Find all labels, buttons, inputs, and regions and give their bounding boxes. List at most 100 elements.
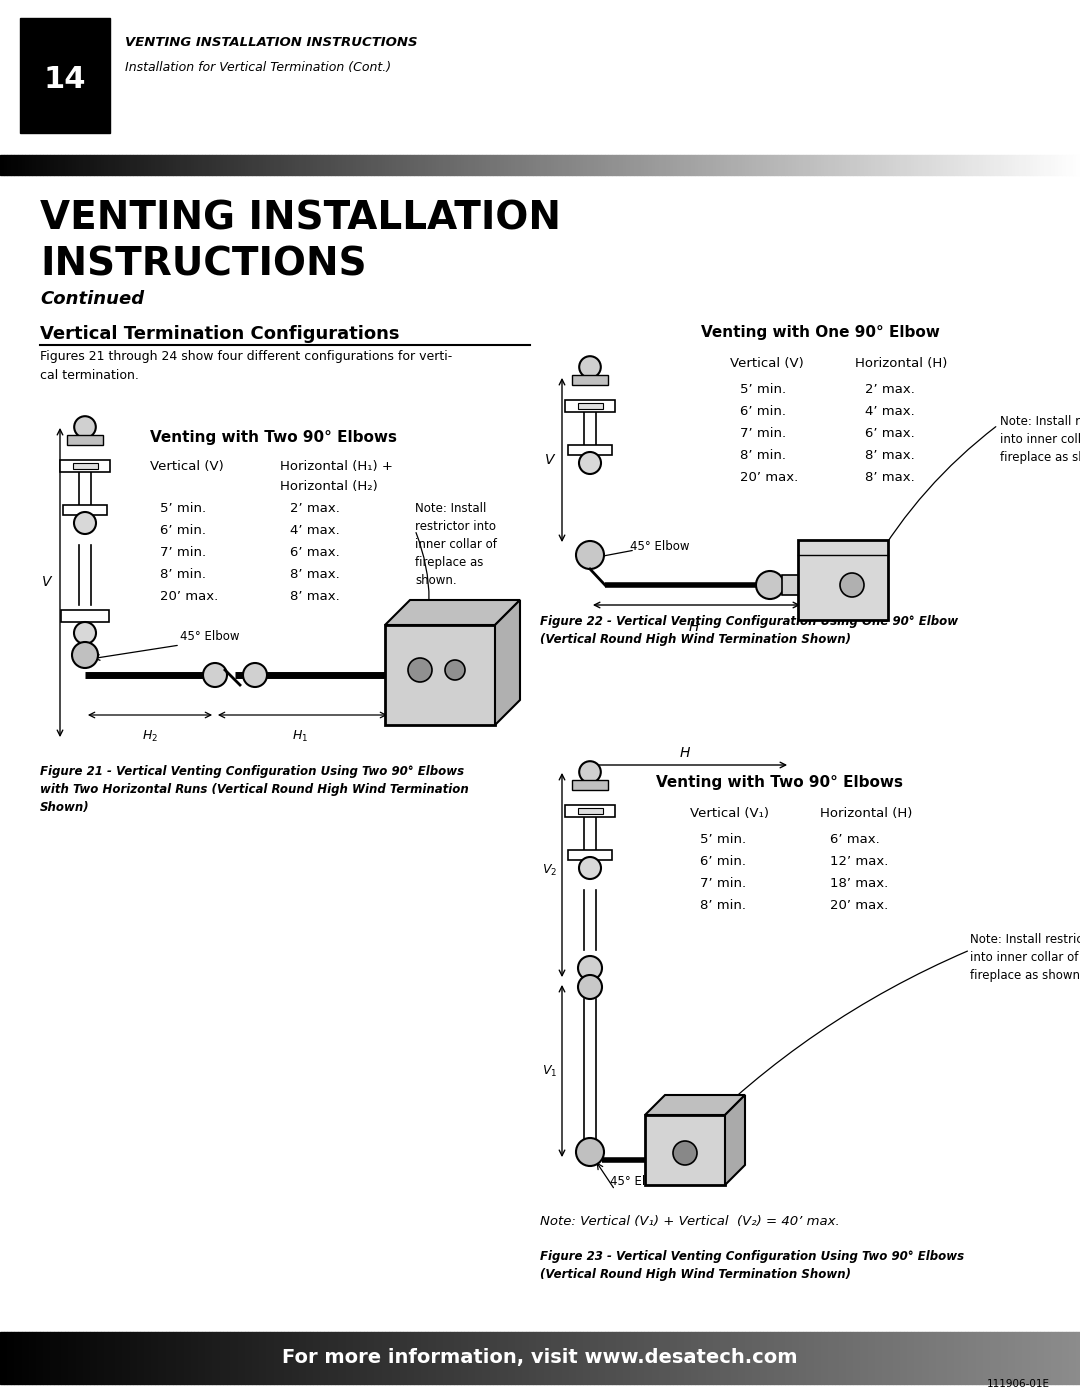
Bar	[219, 155, 224, 175]
Bar	[907, 1331, 910, 1384]
Bar	[910, 155, 915, 175]
Circle shape	[75, 511, 96, 534]
Bar	[569, 1331, 572, 1384]
Bar	[234, 155, 238, 175]
Bar	[529, 1331, 532, 1384]
Bar	[159, 155, 162, 175]
Bar	[97, 1331, 100, 1384]
Bar	[454, 155, 457, 175]
Bar	[882, 155, 886, 175]
Bar	[208, 1331, 213, 1384]
Bar	[461, 1331, 464, 1384]
Bar	[975, 1331, 980, 1384]
Bar	[619, 1331, 623, 1384]
Bar	[969, 155, 972, 175]
Bar	[915, 155, 918, 175]
Text: Vertical Termination Configurations: Vertical Termination Configurations	[40, 326, 400, 344]
Bar	[1015, 1331, 1018, 1384]
Bar	[864, 1331, 867, 1384]
Bar	[446, 1331, 450, 1384]
Bar	[335, 1331, 338, 1384]
Bar	[94, 155, 97, 175]
Text: 5’ min.: 5’ min.	[700, 833, 746, 847]
Bar	[36, 155, 40, 175]
Bar	[216, 1331, 219, 1384]
Text: 7’ min.: 7’ min.	[740, 427, 786, 440]
Bar	[198, 155, 202, 175]
Circle shape	[579, 761, 600, 782]
Bar	[950, 1331, 954, 1384]
Bar	[1029, 1331, 1034, 1384]
Bar	[364, 155, 367, 175]
Bar	[932, 1331, 936, 1384]
Bar	[483, 1331, 486, 1384]
Bar	[130, 155, 133, 175]
Bar	[86, 155, 90, 175]
Bar	[273, 155, 278, 175]
Bar	[1072, 155, 1077, 175]
Text: Note: Install restrictor
into inner collar of
fireplace as shown.: Note: Install restrictor into inner coll…	[1000, 415, 1080, 464]
Bar	[568, 446, 612, 455]
Bar	[392, 155, 396, 175]
Bar	[173, 155, 176, 175]
Bar	[396, 1331, 400, 1384]
Bar	[1055, 1331, 1058, 1384]
Bar	[440, 155, 443, 175]
Bar	[25, 155, 29, 175]
Bar	[205, 1331, 208, 1384]
Bar	[915, 1331, 918, 1384]
Circle shape	[578, 956, 602, 981]
Bar	[734, 1331, 738, 1384]
Bar	[1001, 155, 1004, 175]
Bar	[378, 155, 381, 175]
Text: Figure 23 - Vertical Venting Configuration Using Two 90° Elbows
(Vertical Round : Figure 23 - Vertical Venting Configurati…	[540, 1250, 964, 1281]
Bar	[785, 155, 788, 175]
Bar	[710, 1331, 713, 1384]
Bar	[400, 155, 403, 175]
Bar	[716, 155, 720, 175]
Bar	[778, 1331, 781, 1384]
Bar	[767, 155, 770, 175]
Bar	[241, 1331, 245, 1384]
Bar	[586, 1331, 591, 1384]
Circle shape	[756, 571, 784, 599]
Bar	[443, 1331, 446, 1384]
Bar	[288, 155, 292, 175]
Bar	[529, 155, 532, 175]
Bar	[0, 1331, 3, 1384]
Text: 20’ max.: 20’ max.	[831, 900, 888, 912]
Bar	[284, 155, 288, 175]
Bar	[154, 155, 159, 175]
Text: 6’ max.: 6’ max.	[865, 427, 915, 440]
Bar	[464, 1331, 468, 1384]
Bar	[972, 155, 975, 175]
Bar	[932, 155, 936, 175]
Bar	[414, 155, 418, 175]
Bar	[818, 155, 821, 175]
Text: 7’ min.: 7’ min.	[160, 546, 206, 559]
Bar	[835, 155, 839, 175]
Bar	[489, 1331, 494, 1384]
Text: 6’ max.: 6’ max.	[831, 833, 880, 847]
Bar	[878, 1331, 882, 1384]
Bar	[184, 155, 187, 175]
Text: H: H	[689, 620, 699, 634]
Bar	[1044, 1331, 1048, 1384]
Bar	[381, 155, 386, 175]
Bar	[929, 155, 932, 175]
Bar	[321, 1331, 324, 1384]
Bar	[1048, 155, 1051, 175]
Bar	[122, 155, 126, 175]
Bar	[111, 155, 116, 175]
Bar	[774, 155, 778, 175]
Bar	[832, 155, 835, 175]
Bar	[22, 1331, 25, 1384]
Bar	[756, 1331, 759, 1384]
Text: Horizontal (H₂): Horizontal (H₂)	[280, 481, 378, 493]
Bar	[176, 155, 180, 175]
Bar	[464, 155, 468, 175]
Bar	[1008, 155, 1012, 175]
Bar	[699, 1331, 702, 1384]
Bar	[65, 155, 68, 175]
Bar	[720, 1331, 724, 1384]
